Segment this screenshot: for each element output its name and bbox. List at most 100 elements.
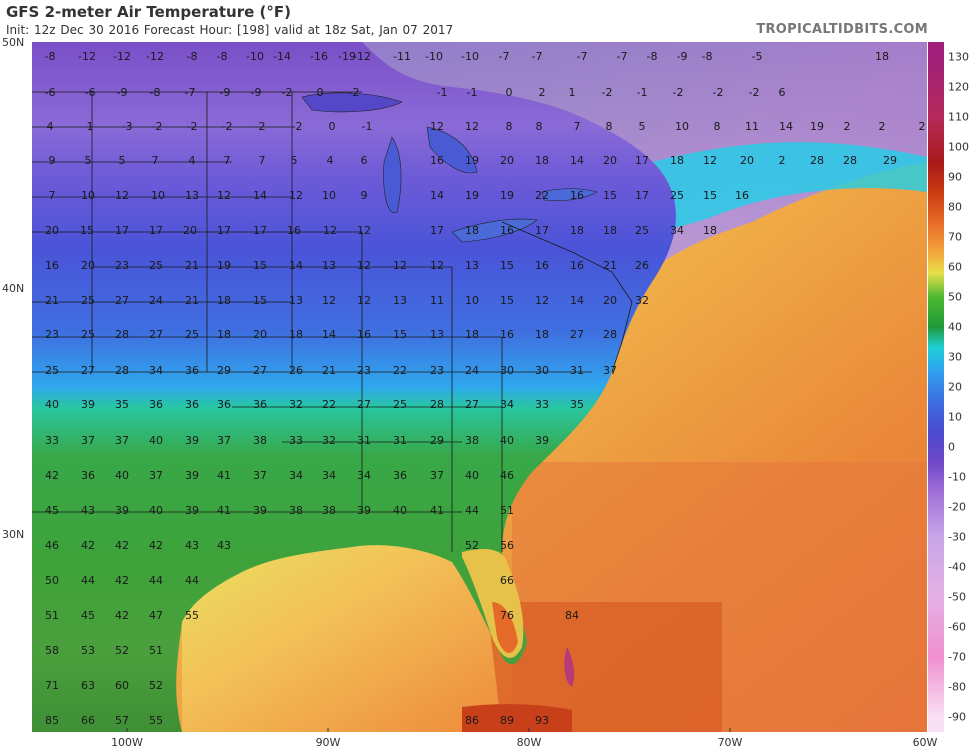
temperature-value: 27 (149, 328, 163, 341)
temperature-value: -1 (362, 120, 373, 133)
temperature-value: 71 (45, 679, 59, 692)
temperature-value: 45 (45, 504, 59, 517)
temperature-value: 21 (45, 294, 59, 307)
colorbar-label: 100 (948, 140, 969, 154)
border-state-vertical (91, 92, 503, 552)
temperature-value: 20 (500, 154, 514, 167)
colorbar-label: -70 (948, 650, 966, 664)
canadian-maritimes-field (652, 142, 927, 229)
temperature-value: 25 (45, 364, 59, 377)
temperature-value: 1 (569, 86, 576, 99)
temperature-value: 15 (80, 224, 94, 237)
temperature-value: 44 (465, 504, 479, 517)
temperature-value: 85 (45, 714, 59, 727)
temperature-value: 45 (81, 609, 95, 622)
temperature-value: 42 (45, 469, 59, 482)
temperature-value: 15 (253, 259, 267, 272)
lake-superior (301, 92, 403, 113)
lake-michigan (383, 136, 402, 213)
temperature-value: 34 (149, 364, 163, 377)
temperature-value: 18 (670, 154, 684, 167)
temperature-value: 25 (393, 398, 407, 411)
temperature-value: 25 (670, 189, 684, 202)
temperature-value: 42 (81, 539, 95, 552)
temperature-value: 7 (49, 189, 56, 202)
temperature-value: 5 (291, 154, 298, 167)
temperature-value: -2 (187, 120, 198, 133)
temperature-value: 36 (149, 398, 163, 411)
temperature-value: -10 (246, 50, 264, 63)
temperature-map: -8 -12 -12 -12 -8 -8 -10 -14 -16 -19 -12 -11 -10 -10-… (32, 42, 927, 732)
map-subtitle: Init: 12z Dec 30 2016 Forecast Hour: [19… (6, 23, 454, 37)
temperature-value: 35 (570, 398, 584, 411)
temperature-value: 5 (85, 154, 92, 167)
temperature-value: 12 (357, 259, 371, 272)
colorbar-label: 0 (948, 440, 955, 454)
temperature-value: 23 (45, 328, 59, 341)
temperature-value: 20 (253, 328, 267, 341)
temperature-value: 37 (149, 469, 163, 482)
temperature-value: 19 (465, 154, 479, 167)
temperature-value: 41 (217, 469, 231, 482)
grid-ticks (126, 728, 731, 732)
temperature-value: -7 (617, 50, 628, 63)
temperature-value: 55 (149, 714, 163, 727)
temperature-value: 21 (185, 259, 199, 272)
colorbar-label: 110 (948, 110, 969, 124)
colorbar-label: 30 (948, 350, 962, 364)
temperature-value: 27 (357, 398, 371, 411)
temperature-value: 13 (465, 259, 479, 272)
temperature-value: 41 (217, 504, 231, 517)
temperature-value: 6 (779, 86, 786, 99)
temperature-value: 0 (329, 120, 336, 133)
temperature-value: 42 (115, 574, 129, 587)
lat-label-40n: 40N (2, 282, 25, 295)
temperature-value: 31 (393, 434, 407, 447)
colorbar-label: -20 (948, 500, 966, 514)
temperature-value: 28 (430, 398, 444, 411)
colorbar-label: 130 (948, 50, 969, 64)
temperature-value: 12 (357, 224, 371, 237)
temperature-value: 93 (535, 714, 549, 727)
temperature-value: 14 (253, 189, 267, 202)
temperature-value: 16 (570, 259, 584, 272)
temperature-value: 44 (81, 574, 95, 587)
temperature-value: 17 (635, 189, 649, 202)
temperature-value: 34 (289, 469, 303, 482)
temperature-value: -2 (602, 86, 613, 99)
temperature-value: -12 (113, 50, 131, 63)
temperature-value: 7 (152, 154, 159, 167)
temperature-value: 20 (603, 294, 617, 307)
temperature-value: 52 (465, 539, 479, 552)
temperature-value: 9 (361, 189, 368, 202)
temperature-value: 16 (430, 154, 444, 167)
temperature-value: 14 (779, 120, 793, 133)
temperature-value: 22 (393, 364, 407, 377)
temperature-value: 12 (115, 189, 129, 202)
temperature-value: 60 (115, 679, 129, 692)
borders (32, 91, 633, 552)
temperature-value: -11 (393, 50, 411, 63)
temperature-value: 12 (289, 189, 303, 202)
temperature-value: -9 (220, 86, 231, 99)
temperature-value: 16 (500, 224, 514, 237)
temperature-value: 29 (430, 434, 444, 447)
temperature-value: 16 (287, 224, 301, 237)
temperature-value: 39 (535, 434, 549, 447)
temperature-value: -2 (349, 86, 360, 99)
temperature-value: 14 (322, 328, 336, 341)
temperature-value: 8 (714, 120, 721, 133)
temperature-value: -8 (702, 50, 713, 63)
temperature-value: 39 (357, 504, 371, 517)
temperature-value: 20 (45, 224, 59, 237)
temperature-value: 51 (45, 609, 59, 622)
temperature-value: 28 (603, 328, 617, 341)
temperature-value: 53 (81, 644, 95, 657)
temperature-value: 23 (115, 259, 129, 272)
temperature-value: 25 (81, 294, 95, 307)
temperature-value: 66 (500, 574, 514, 587)
temperature-value: 40 (45, 398, 59, 411)
temperature-value: 14 (430, 189, 444, 202)
temperature-value: 20 (81, 259, 95, 272)
temperature-value: 2 (779, 154, 786, 167)
